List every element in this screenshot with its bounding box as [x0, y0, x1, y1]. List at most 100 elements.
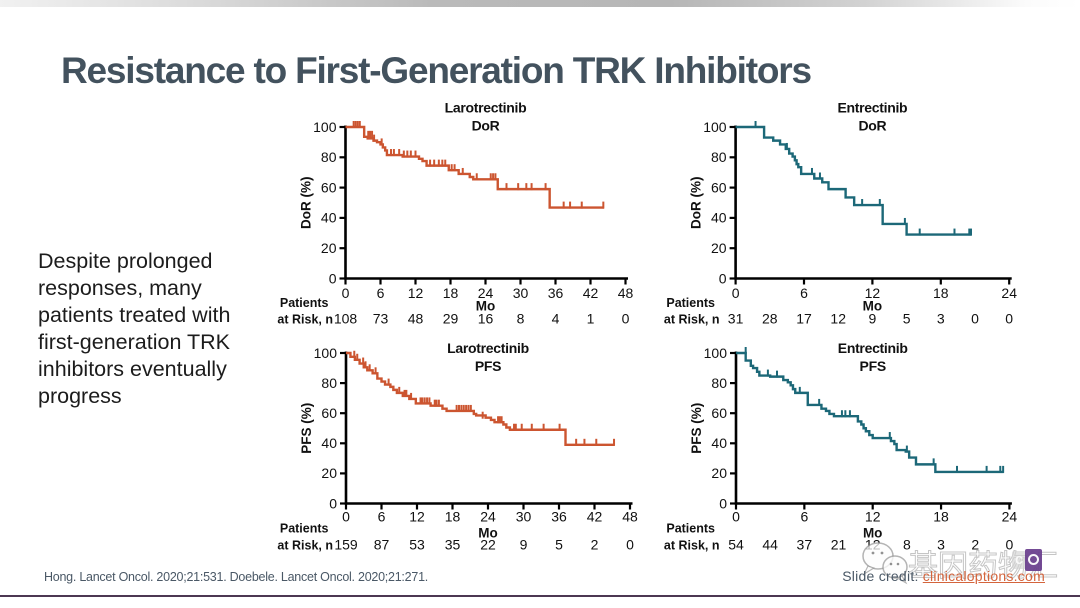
risk-value: 0: [1006, 537, 1014, 553]
x-tick-label: 6: [800, 509, 808, 525]
risk-value: 2: [971, 537, 979, 553]
y-tick-label: 80: [711, 375, 727, 391]
footer-credit: Slide credit: clinicaloptions.com: [842, 568, 1045, 584]
risk-value: 0: [622, 311, 630, 327]
chart-title-line: Entrectinib: [838, 340, 908, 356]
km-curve: [735, 125, 972, 236]
x-tick-label: 30: [513, 285, 529, 301]
y-tick-label: 20: [711, 465, 727, 481]
y-tick-label: 80: [321, 149, 337, 165]
chart-title-line: DoR: [858, 118, 886, 134]
y-tick-label: 0: [719, 495, 727, 511]
y-tick-label: 20: [321, 240, 337, 256]
km-curve: [345, 125, 604, 209]
x-tick-label: 30: [516, 509, 532, 525]
risk-value: 16: [478, 311, 494, 327]
km-chart-entr-dor: Entrectinib DoR 0 6 12 18 24 0 20 40 60 80 100 Mo DoR …: [664, 100, 1017, 327]
risk-label-line2: at Risk, n: [277, 539, 333, 553]
side-note-line: inhibitors eventually: [38, 357, 227, 381]
risk-value: 28: [762, 311, 778, 327]
x-tick-label: 18: [445, 509, 461, 525]
watermark-logo-c: c: [1012, 551, 1026, 569]
risk-value: 9: [869, 311, 877, 327]
wechat-bubbles-icon: [862, 542, 908, 585]
y-tick-label: 80: [711, 149, 727, 165]
y-tick-label: 60: [321, 405, 337, 421]
x-tick-label: 24: [1002, 509, 1018, 525]
risk-label-line2: at Risk, n: [277, 313, 333, 327]
x-tick-label: 48: [622, 509, 638, 525]
y-tick-label: 0: [719, 270, 727, 286]
x-axis-title: Mo: [476, 299, 496, 314]
y-tick-label: 40: [711, 435, 727, 451]
chart-title-line: Entrectinib: [837, 100, 907, 116]
y-tick-label: 40: [321, 435, 337, 451]
risk-value: 2: [591, 537, 599, 553]
risk-value: 48: [408, 311, 424, 327]
x-tick-label: 24: [478, 285, 494, 301]
x-tick-label: 36: [548, 285, 564, 301]
risk-value: 29: [443, 311, 459, 327]
risk-value: 17: [796, 311, 812, 327]
side-note-line: patients treated with: [38, 303, 231, 327]
risk-label-line1: Patients: [666, 522, 715, 536]
risk-value: 22: [480, 537, 496, 553]
x-tick-label: 0: [732, 285, 740, 301]
risk-value: 9: [520, 537, 528, 553]
slide-title: Resistance to First-Generation TRK Inhib…: [61, 50, 812, 91]
y-tick-label: 20: [711, 240, 727, 256]
risk-value: 0: [971, 311, 979, 327]
chart-title-line: PFS: [860, 358, 886, 374]
y-tick-label: 100: [703, 119, 727, 135]
chart-title-line: Larotrectinib: [445, 100, 527, 116]
bottom-rule: [0, 595, 1080, 598]
top-gradient-band: [0, 0, 1080, 7]
risk-value: 159: [334, 537, 358, 553]
risk-value: 54: [728, 537, 744, 553]
risk-value: 44: [762, 537, 778, 553]
risk-value: 35: [445, 537, 461, 553]
chart-title-line: Larotrectinib: [447, 340, 529, 356]
x-tick-label: 0: [342, 285, 350, 301]
risk-label-line1: Patients: [280, 296, 329, 310]
risk-label-line1: Patients: [666, 296, 715, 310]
y-tick-label: 60: [711, 179, 727, 195]
x-tick-label: 12: [865, 285, 881, 301]
risk-value: 37: [797, 537, 813, 553]
risk-value: 53: [409, 537, 425, 553]
y-tick-label: 100: [313, 119, 337, 135]
side-note-line: first-generation TRK: [38, 330, 230, 354]
risk-value: 3: [937, 311, 945, 327]
risk-value: 0: [1005, 311, 1013, 327]
risk-value: 3: [937, 537, 945, 553]
y-tick-label: 20: [321, 465, 337, 481]
watermark-logo-ring: [1028, 554, 1039, 565]
risk-value: 4: [552, 311, 560, 327]
y-tick-label: 40: [321, 210, 337, 226]
x-tick-label: 12: [408, 285, 424, 301]
side-note-line: progress: [38, 384, 122, 408]
axes: [344, 125, 628, 280]
risk-value: 31: [728, 311, 744, 327]
risk-value: 108: [334, 311, 358, 327]
x-tick-label: 0: [342, 509, 350, 525]
credit-link[interactable]: clinicaloptions.com: [922, 568, 1045, 584]
credit-label: Slide credit:: [842, 568, 923, 584]
risk-value: 8: [903, 537, 911, 553]
risk-label-line2: at Risk, n: [664, 539, 720, 553]
km-curve: [346, 351, 615, 447]
axes: [734, 125, 1012, 280]
x-tick-label: 6: [377, 285, 385, 301]
x-tick-label: 18: [933, 285, 949, 301]
x-tick-label: 18: [443, 285, 459, 301]
risk-value: 5: [903, 311, 911, 327]
side-note-line: responses, many: [38, 276, 202, 300]
risk-value: 1: [587, 311, 595, 327]
x-tick-label: 12: [865, 509, 881, 525]
